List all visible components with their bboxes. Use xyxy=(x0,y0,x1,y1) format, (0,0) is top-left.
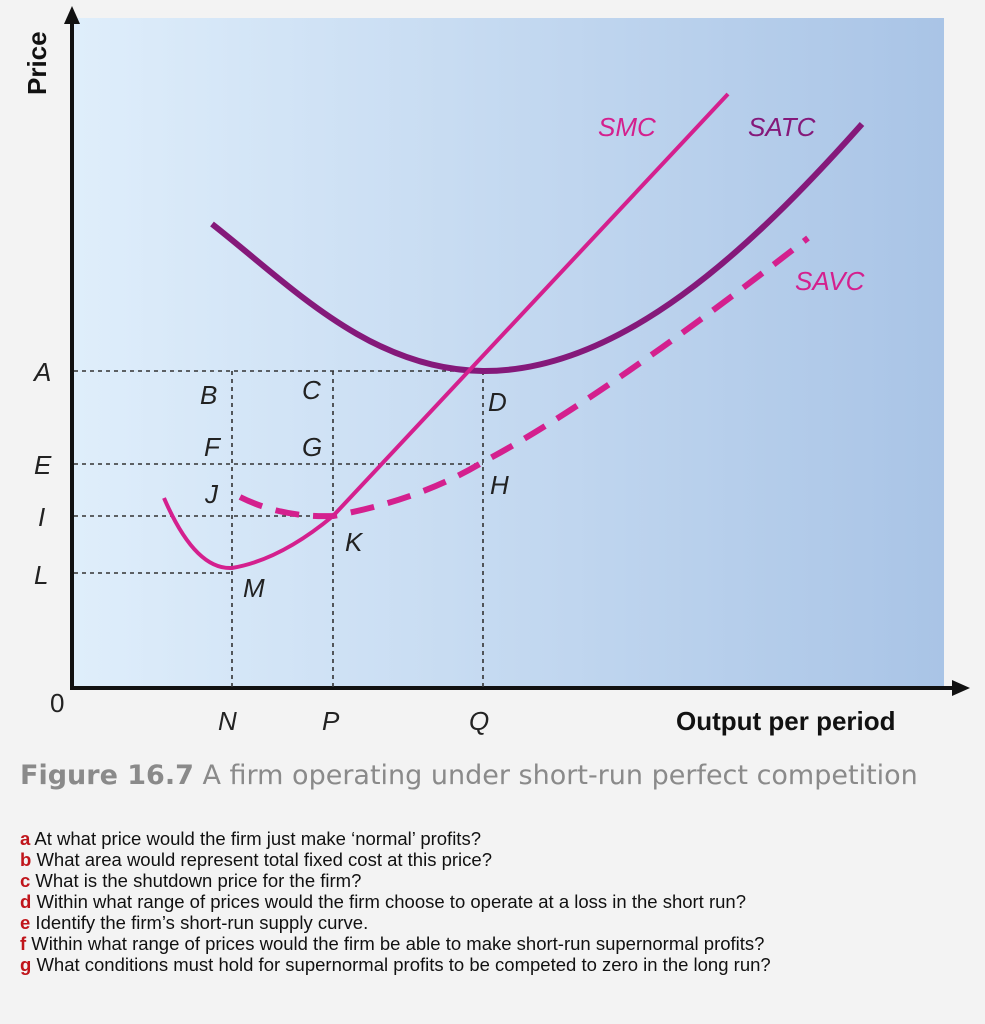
plot-background xyxy=(72,18,944,688)
question-text: What conditions must hold for supernorma… xyxy=(31,954,771,975)
question-text: Within what range of prices would the fi… xyxy=(26,933,765,954)
question-letter: c xyxy=(20,870,31,891)
question-text: Within what range of prices would the fi… xyxy=(31,891,746,912)
output-label-q: Q xyxy=(469,706,489,736)
x-axis-title: Output per period xyxy=(676,706,896,736)
guide-lines xyxy=(74,370,484,688)
question-letter: g xyxy=(20,954,32,975)
question-d: d Within what range of prices would the … xyxy=(20,891,970,912)
point-label-g: G xyxy=(302,432,322,462)
price-label-l: L xyxy=(34,560,48,590)
point-label-m: M xyxy=(243,573,265,603)
smc-curve xyxy=(162,92,730,571)
point-label-b: B xyxy=(200,380,217,410)
question-list: a At what price would the firm just make… xyxy=(20,828,970,975)
origin-label: 0 xyxy=(50,688,64,718)
question-c: c What is the shutdown price for the fir… xyxy=(20,870,970,891)
output-label-n: N xyxy=(218,706,237,736)
y-axis-title: Price xyxy=(22,31,52,95)
satc-label: SATC xyxy=(748,112,816,142)
question-e: e Identify the firm’s short-run supply c… xyxy=(20,912,970,933)
axes xyxy=(64,6,970,696)
cost-curves-diagram: Price Output per period 0 A E I L N P Q … xyxy=(22,6,970,736)
figure-number: Figure 16.7 xyxy=(20,760,194,791)
output-label-p: P xyxy=(322,706,340,736)
question-letter: f xyxy=(20,933,27,954)
point-label-j: J xyxy=(204,479,219,509)
question-g: g What conditions must hold for supernor… xyxy=(20,954,970,975)
question-letter: e xyxy=(20,912,31,933)
savc-curve xyxy=(238,235,810,520)
point-label-k: K xyxy=(345,527,364,557)
savc-label: SAVC xyxy=(795,266,865,296)
y-axis-arrow xyxy=(64,6,80,24)
price-label-a: A xyxy=(32,357,51,387)
point-label-d: D xyxy=(488,387,507,417)
question-text: What area would represent total fixed co… xyxy=(31,849,492,870)
figure-title: A firm operating under short-run perfect… xyxy=(193,760,918,791)
question-text: What is the shutdown price for the firm? xyxy=(30,870,362,891)
question-text: Identify the firm’s short-run supply cur… xyxy=(30,912,369,933)
question-text: At what price would the firm just make ‘… xyxy=(30,828,481,849)
figure-caption: Figure 16.7 A firm operating under short… xyxy=(20,760,970,791)
point-label-c: C xyxy=(302,375,321,405)
x-axis-arrow xyxy=(952,680,970,696)
question-f: f Within what range of prices would the … xyxy=(20,933,970,954)
point-label-f: F xyxy=(204,432,222,462)
smc-label: SMC xyxy=(598,112,656,142)
price-label-e: E xyxy=(34,450,52,480)
question-letter: d xyxy=(20,891,32,912)
question-letter: a xyxy=(20,828,31,849)
question-b: b What area would represent total fixed … xyxy=(20,849,970,870)
point-label-h: H xyxy=(490,470,509,500)
satc-curve xyxy=(210,122,865,375)
price-label-i: I xyxy=(38,502,45,532)
question-a: a At what price would the firm just make… xyxy=(20,828,970,849)
question-letter: b xyxy=(20,849,32,870)
